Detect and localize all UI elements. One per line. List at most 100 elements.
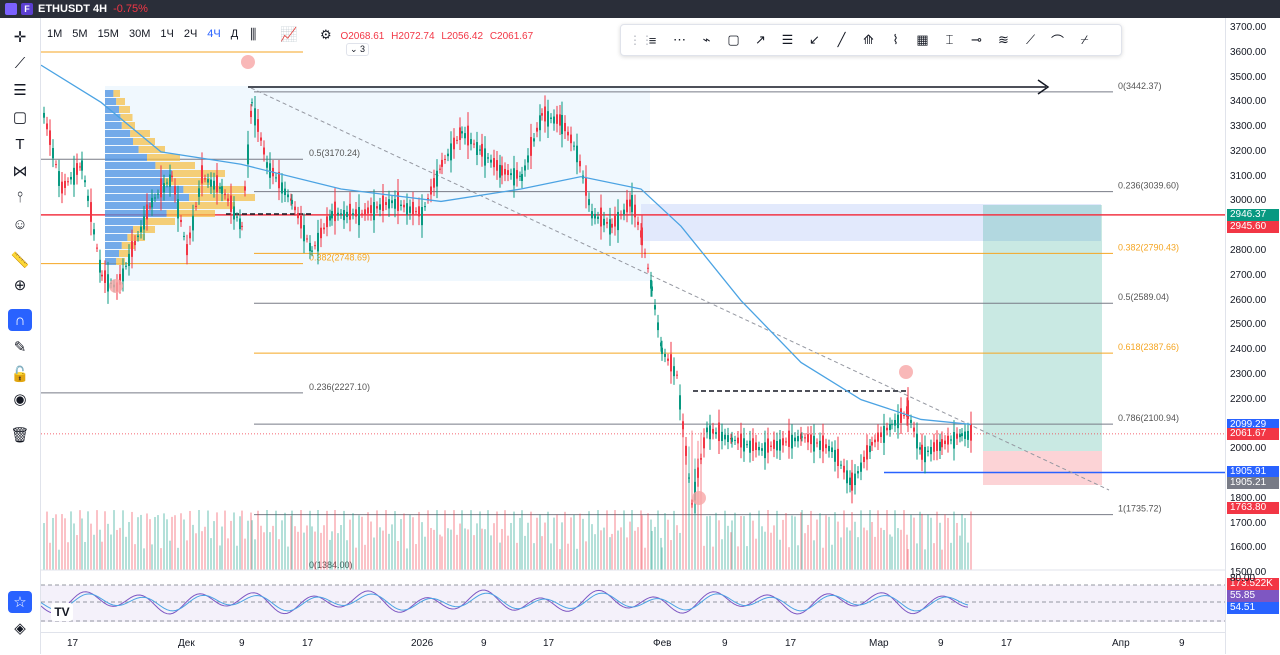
rectangle-icon[interactable]: ▢ (12, 109, 28, 126)
indicators-icon[interactable]: 📈 (280, 26, 298, 42)
trendline-icon[interactable]: ⟋ (14, 54, 26, 72)
candle-body (603, 218, 605, 226)
volume-bar (647, 513, 649, 570)
draw-tool-icon-6[interactable]: ↙ (809, 32, 820, 47)
pattern-icon[interactable]: ⋈ (12, 163, 28, 180)
draw-tool-icon-4[interactable]: ↗ (755, 32, 766, 47)
candle-body (903, 415, 905, 417)
candle-body (79, 166, 81, 168)
time-axis[interactable]: 17 Дек 9 17 2026 9 17 Фев 9 17 Мар 9 17 Апр 9 (41, 632, 1225, 655)
draw-tool-icon-14[interactable]: ⟋ (1025, 32, 1036, 47)
candle-body (391, 200, 393, 204)
volume-bar (201, 531, 203, 570)
draw-tool-icon-15[interactable]: ⌒ (1050, 33, 1064, 49)
magnet-icon[interactable]: ∩ (8, 309, 32, 331)
interval-2Ч[interactable]: 2Ч (183, 28, 198, 40)
ruler-icon[interactable]: 📏 (10, 252, 30, 269)
draw-tool-icon-11[interactable]: ⌶ (945, 32, 954, 47)
trash-icon[interactable]: 🗑 (10, 427, 30, 444)
price-tag: 2946.37 (1227, 208, 1279, 221)
interval-1Ч[interactable]: 1Ч (160, 28, 174, 40)
eye-icon[interactable]: ◉ (13, 391, 27, 408)
volume-bar (533, 543, 535, 570)
volume-bar (727, 525, 729, 570)
fib-label-right: 0.236(3039.60) (1118, 181, 1179, 191)
volume-bar (600, 530, 602, 570)
candle-body (813, 435, 815, 452)
volume-bar (731, 520, 733, 570)
interval-4Ч[interactable]: 4Ч (207, 28, 221, 40)
chart-pane[interactable]: 0(3442.37) 0.236(3039.60) 0.382(2790.43) 0.… (41, 18, 1225, 632)
volume-bar (415, 544, 417, 570)
volume-bar (585, 541, 587, 570)
draw-tool-icon-7[interactable]: ╱ (837, 32, 846, 47)
crosshair-icon[interactable]: ✛ (13, 29, 27, 46)
volume-bar (579, 513, 581, 570)
text-icon[interactable]: T (15, 135, 25, 153)
volume-bar (667, 519, 669, 570)
volume-bar (654, 526, 656, 570)
forecast-icon[interactable]: ⫯ (16, 188, 24, 206)
price-scale[interactable]: 3700.00 3600.00 3500.00 3400.00 3300.00 3200.… (1225, 18, 1280, 654)
candle-body (400, 204, 402, 207)
vp-bar-down (127, 234, 145, 241)
emoji-icon[interactable]: ☺ (12, 215, 28, 233)
draw-tool-icon-1[interactable]: ⋯ (673, 32, 686, 47)
volume-bar (180, 513, 182, 570)
volume-bar (43, 523, 45, 570)
draw-tool-icon-9[interactable]: ⌇ (892, 32, 899, 47)
candle-body (450, 143, 452, 161)
candle-body (510, 173, 512, 176)
zoom-icon[interactable]: ⊕ (13, 277, 27, 294)
candle-body (697, 467, 699, 478)
candle-body (331, 211, 333, 219)
interval-30М[interactable]: 30М (128, 28, 151, 40)
layers-count-badge[interactable]: ⌄ 3 (346, 43, 370, 56)
candle-body (409, 206, 411, 213)
draw-tool-icon-8[interactable]: ⟰ (863, 32, 874, 47)
volume-bar (355, 547, 357, 570)
volume-bar (224, 510, 226, 570)
volume-bar (320, 532, 322, 570)
candle-type-icon[interactable]: ⫼ (250, 26, 257, 42)
interval-Д[interactable]: Д (230, 28, 239, 40)
settings-gear-icon[interactable]: ⚙ (320, 27, 332, 42)
candle-body (210, 179, 212, 187)
volume-bar (439, 534, 441, 570)
symbol-title[interactable]: ETHUSDT 4H (38, 3, 108, 15)
draw-tool-icon-3[interactable]: ▢ (727, 32, 740, 47)
volume-bar (300, 510, 302, 570)
draw-tool-icon-13[interactable]: ≋ (998, 32, 1009, 47)
vp-bar-up (105, 98, 117, 105)
layers-icon[interactable]: ◈ (14, 620, 26, 637)
candle-body (444, 158, 446, 160)
draw-tool-icon-16[interactable]: ⌿ (1080, 32, 1089, 47)
candle-body (544, 106, 546, 122)
candle-body (470, 139, 472, 145)
candle-body (104, 270, 106, 283)
interval-15М[interactable]: 15М (97, 28, 119, 40)
candle-body (326, 216, 328, 228)
lock-icon[interactable]: 🔓 (10, 366, 30, 383)
draw-tool-icon-5[interactable]: ☰ (781, 32, 794, 47)
interval-5М[interactable]: 5М (72, 28, 88, 40)
candle-body (709, 425, 711, 440)
fib-icon[interactable]: ☰ (13, 82, 27, 99)
fib-label-left: 0.236(2227.10) (309, 382, 370, 392)
price-chart-svg[interactable]: 0(3442.37) 0.236(3039.60) 0.382(2790.43) 0.… (41, 18, 1225, 632)
volume-bar (570, 517, 572, 570)
draw-tool-icon-2[interactable]: ⌁ (702, 32, 711, 47)
volume-bar (233, 512, 235, 570)
volume-bar (334, 510, 336, 570)
candle-body (337, 212, 339, 216)
vp-bar-up (105, 154, 147, 161)
candle-body (547, 111, 549, 127)
star-icon[interactable]: ☆ (8, 591, 32, 613)
draw-tool-icon-12[interactable]: ⊸ (971, 32, 982, 47)
volume-bar (107, 523, 109, 570)
draw-tool-icon-10[interactable]: ▦ (916, 32, 929, 47)
draw-tool-icon-0[interactable]: ≡ (648, 32, 657, 48)
interval-1М[interactable]: 1М (47, 28, 63, 40)
lock-drawing-icon[interactable]: ✎ (13, 339, 27, 356)
price-tick: 1800.00 (1230, 492, 1267, 504)
